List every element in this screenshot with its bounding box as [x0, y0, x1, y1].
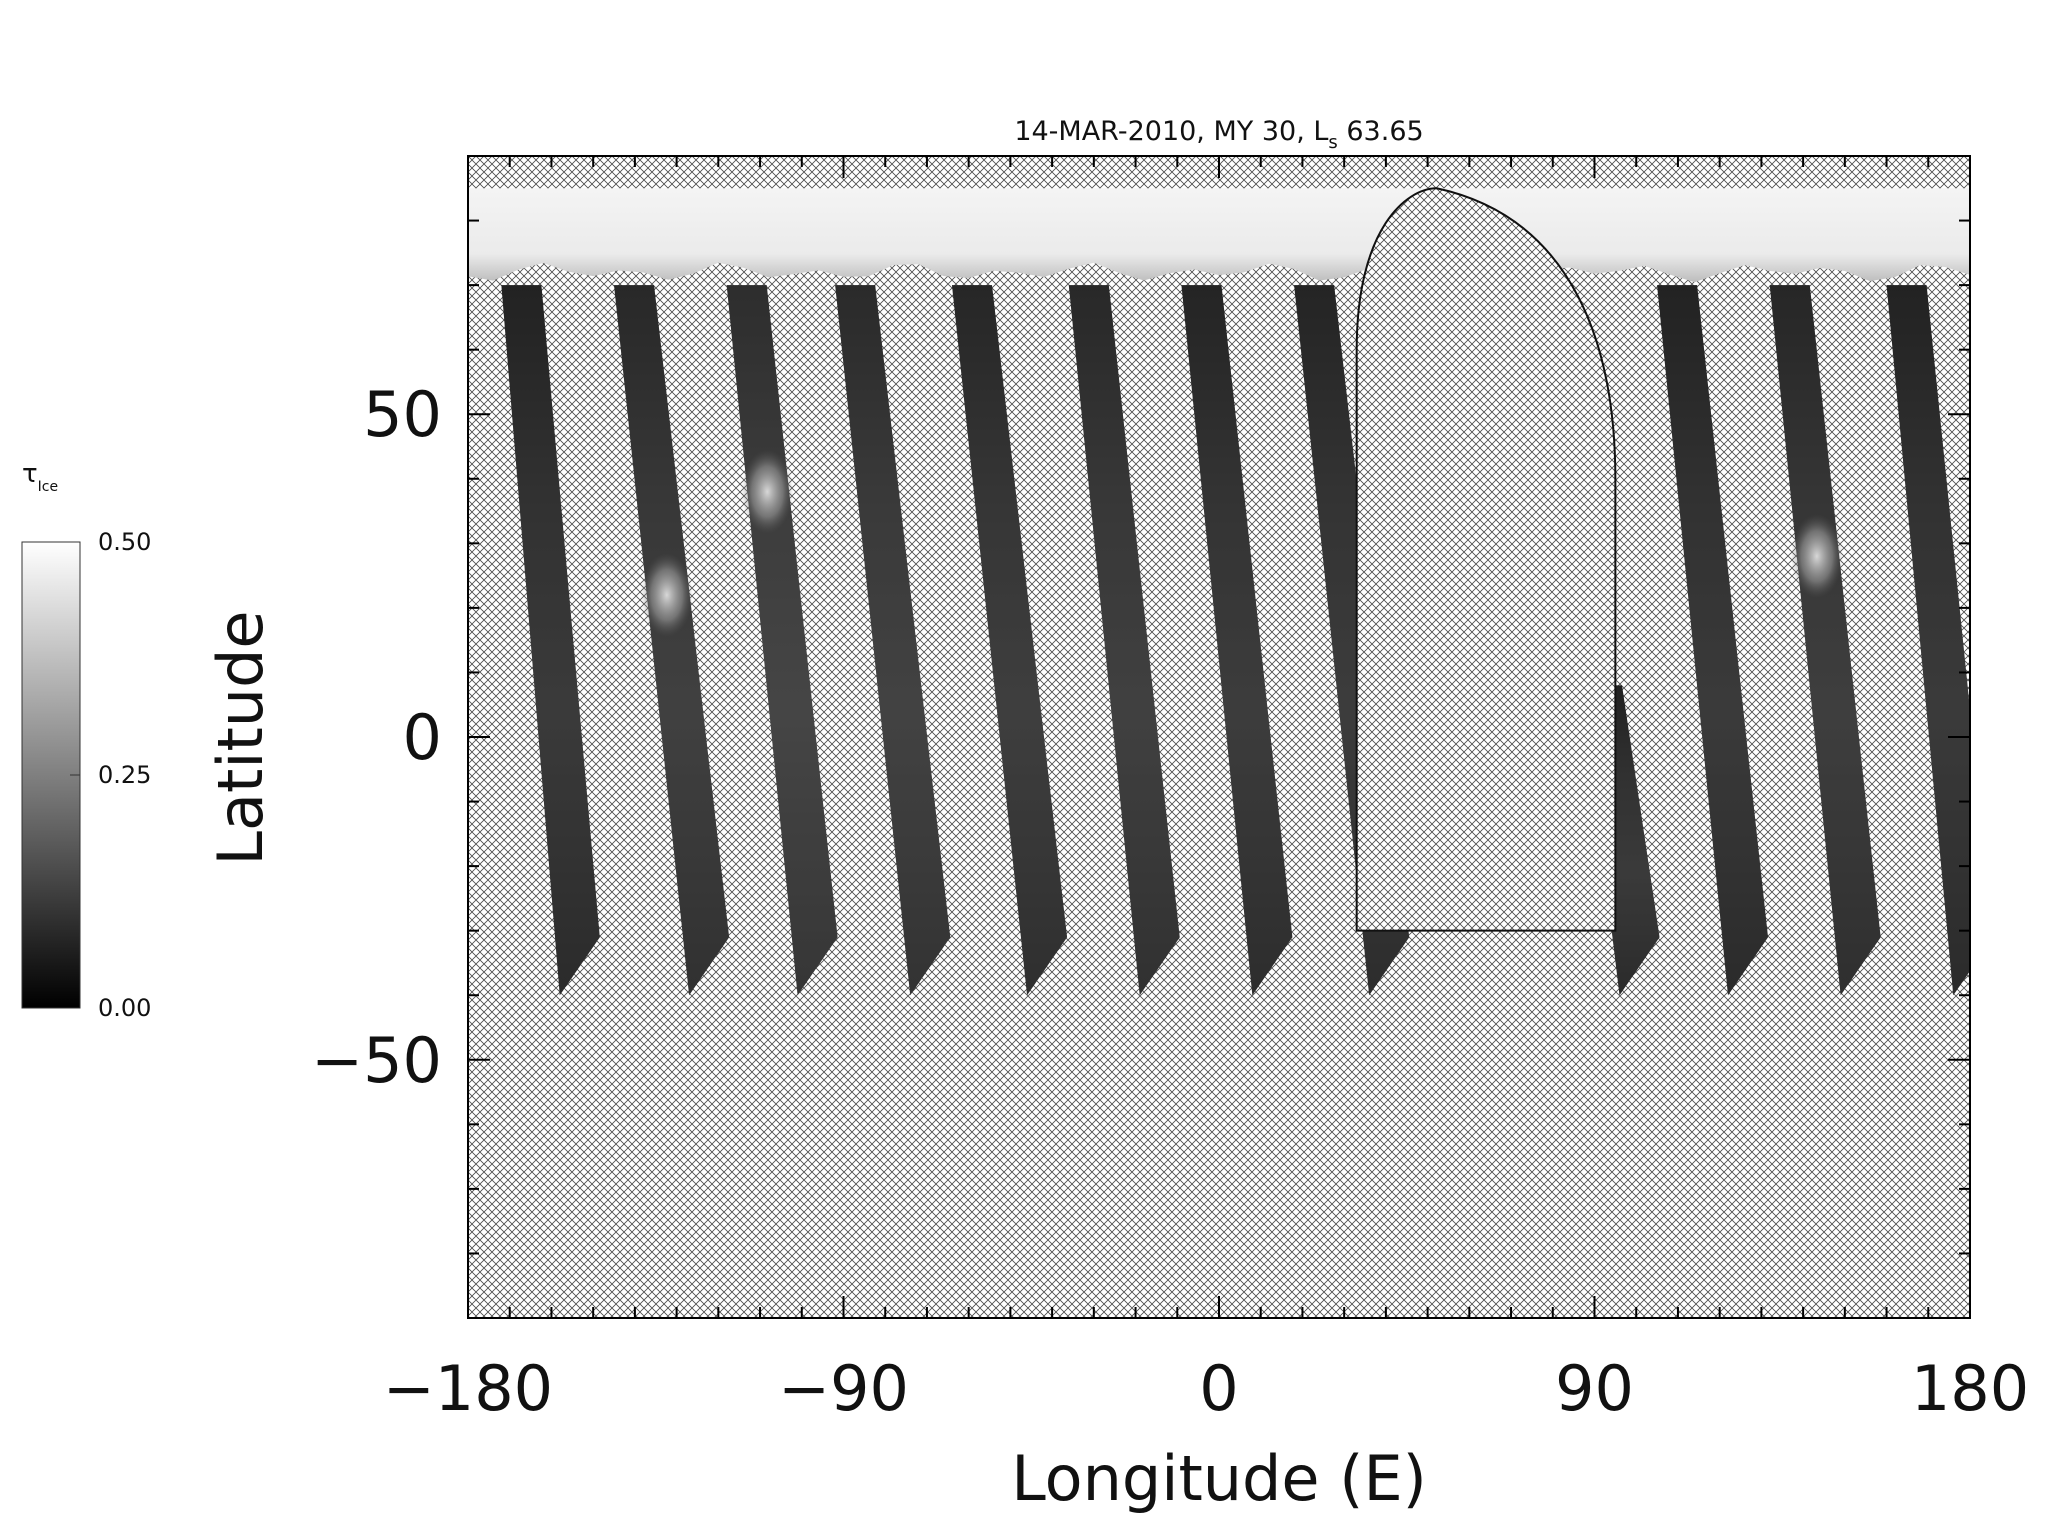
y-tick-label: −50	[311, 1024, 442, 1097]
x-axis-label: Longitude (E)	[1011, 1442, 1427, 1515]
north-polar-ice-cap	[468, 188, 1970, 283]
data-swath-tone	[1769, 285, 1881, 996]
colorbar-label-symbol: τ	[22, 459, 38, 489]
data-swath-tone	[614, 285, 730, 996]
data-swath-tone	[1068, 285, 1180, 996]
data-swath-tone	[1886, 285, 1970, 996]
data-swath	[1769, 285, 1881, 996]
data-swath	[951, 285, 1068, 996]
data-swath-tone	[951, 285, 1068, 996]
data-swath-tone	[835, 285, 951, 996]
x-tick-label: 0	[1199, 1352, 1238, 1425]
chart-title-main: 14-MAR-2010, MY 30, L	[1014, 116, 1328, 147]
colorbar: τIce 0.00 0.25 0.50	[21, 459, 151, 1022]
colorbar-label: τIce	[22, 459, 58, 495]
data-swath	[1068, 285, 1180, 996]
colorbar-tick-label: 0.25	[98, 761, 151, 789]
data-swath-tone	[501, 285, 600, 996]
ice-cloud-feature	[640, 552, 693, 637]
data-swath-tone	[1657, 285, 1769, 996]
data-swath	[1886, 285, 1970, 996]
no-data-dome-region	[1355, 187, 1617, 932]
y-axis-label: Latitude	[204, 610, 277, 865]
x-tick-label: −90	[778, 1352, 909, 1425]
data-swath	[1181, 285, 1293, 996]
chart-title-suffix: 63.65	[1338, 116, 1424, 147]
map-plot-area	[467, 155, 1971, 1319]
ice-cloud-feature	[1790, 514, 1843, 599]
data-swath	[1657, 285, 1769, 996]
ice-cloud-feature	[741, 449, 794, 534]
colorbar-label-subscript: Ice	[38, 479, 58, 495]
y-tick-label: 0	[403, 701, 442, 774]
x-tick-label: 90	[1555, 1352, 1634, 1425]
colorbar-tick-label: 0.50	[98, 528, 151, 556]
data-swath	[835, 285, 951, 996]
chart-title: 14-MAR-2010, MY 30, Ls 63.65	[1014, 116, 1423, 153]
y-tick-label: 50	[363, 378, 442, 451]
x-tick-label: −180	[383, 1352, 553, 1425]
data-swath	[614, 285, 730, 996]
data-swath-tone	[1181, 285, 1293, 996]
x-tick-label: 180	[1911, 1352, 2029, 1425]
colorbar-tick-label: 0.00	[98, 994, 151, 1022]
data-swath	[501, 285, 600, 996]
chart-title-subscript: s	[1328, 132, 1337, 153]
